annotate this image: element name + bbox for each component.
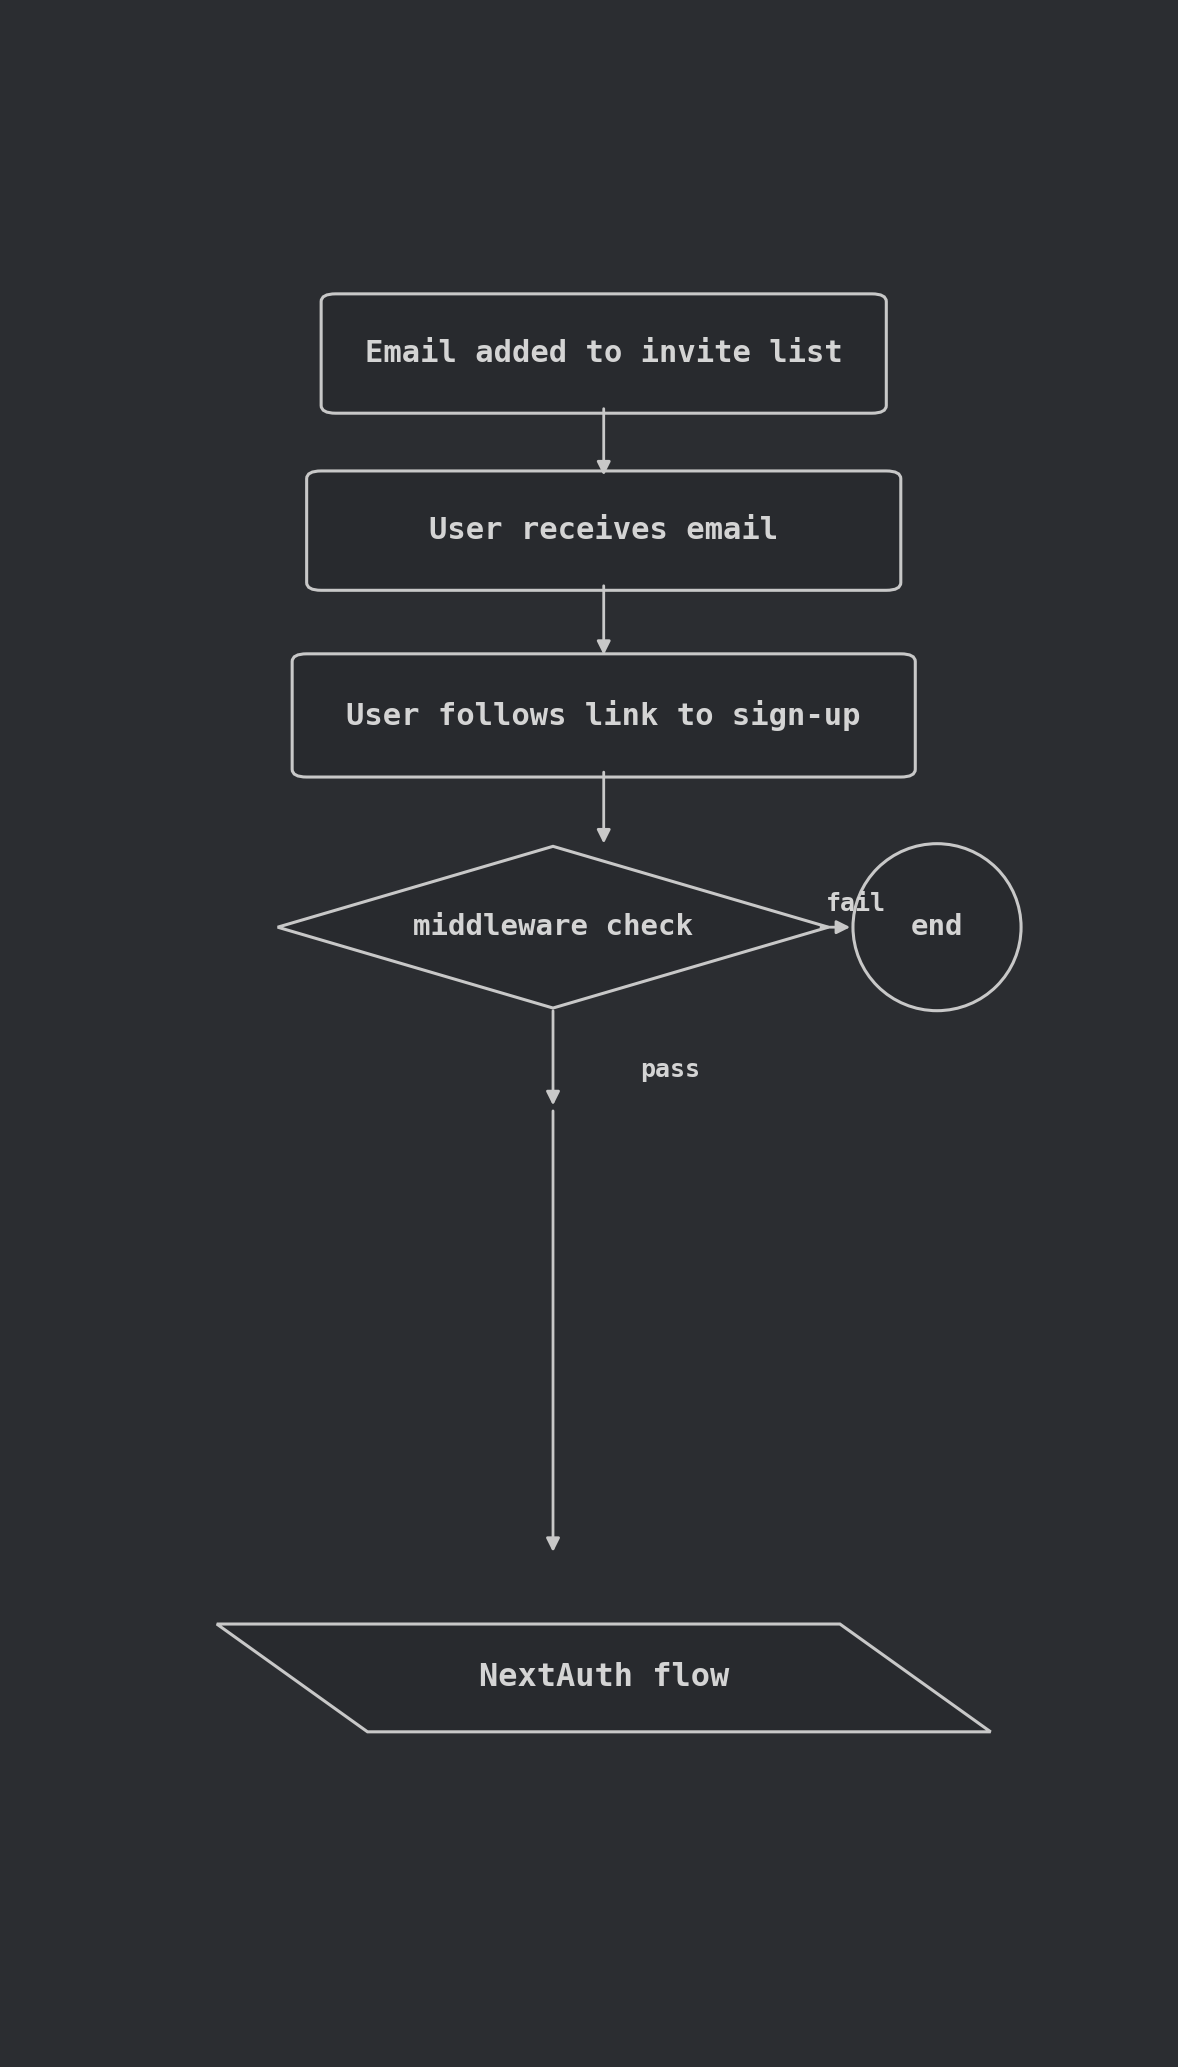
FancyBboxPatch shape (292, 653, 915, 777)
Ellipse shape (853, 843, 1021, 1011)
Text: end: end (911, 914, 964, 940)
Text: User follows link to sign-up: User follows link to sign-up (346, 701, 861, 732)
Text: User receives email: User receives email (429, 517, 779, 546)
Text: NextAuth flow: NextAuth flow (478, 1662, 729, 1693)
Polygon shape (278, 845, 828, 1009)
Text: pass: pass (640, 1058, 700, 1081)
FancyBboxPatch shape (306, 471, 901, 591)
Text: fail: fail (826, 891, 886, 916)
Text: middleware check: middleware check (413, 914, 693, 940)
FancyBboxPatch shape (322, 294, 886, 413)
Polygon shape (217, 1625, 991, 1732)
Text: Email added to invite list: Email added to invite list (365, 339, 842, 368)
